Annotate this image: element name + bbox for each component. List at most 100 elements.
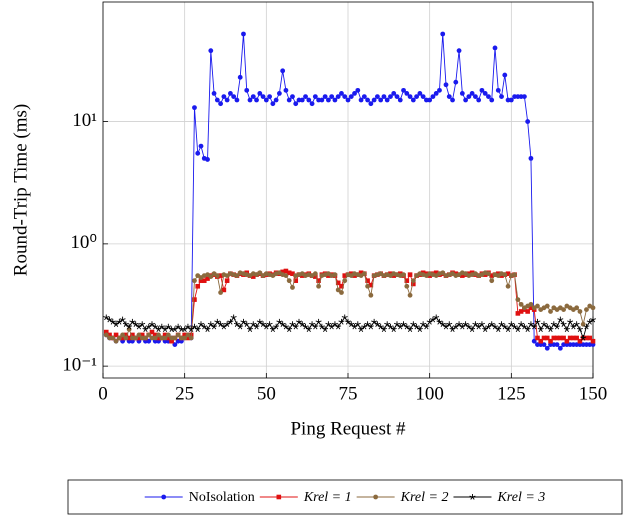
- legend-label: Krel = 1: [303, 490, 352, 505]
- marker: [299, 321, 306, 327]
- marker: [443, 82, 449, 88]
- marker: [339, 283, 344, 289]
- marker: [122, 321, 129, 327]
- legend-label: NoIsolation: [189, 490, 255, 505]
- marker: [590, 305, 596, 311]
- marker: [482, 90, 488, 96]
- plot-frame: [102, 1, 594, 379]
- marker: [188, 335, 194, 341]
- marker: [126, 326, 132, 332]
- marker: [564, 338, 570, 344]
- marker: [282, 323, 289, 330]
- marker: [521, 323, 528, 330]
- marker: [123, 332, 129, 338]
- marker: [152, 323, 159, 330]
- marker: [511, 323, 518, 330]
- marker: [316, 278, 321, 283]
- marker: [401, 272, 406, 278]
- marker: [312, 323, 319, 330]
- marker: [557, 345, 563, 351]
- marker: [250, 321, 257, 327]
- marker: [107, 332, 112, 338]
- marker: [241, 31, 246, 37]
- marker: [292, 323, 299, 330]
- marker: [322, 94, 328, 100]
- marker: [558, 335, 563, 341]
- marker: [201, 278, 207, 283]
- marker: [535, 335, 540, 341]
- marker: [302, 323, 309, 330]
- marker: [502, 72, 508, 78]
- marker: [554, 335, 560, 341]
- marker: [303, 94, 308, 100]
- marker: [218, 101, 224, 107]
- marker: [250, 94, 256, 100]
- marker: [211, 90, 217, 96]
- marker: [584, 307, 589, 313]
- marker: [290, 285, 295, 290]
- marker: [335, 287, 341, 293]
- marker: [126, 323, 133, 330]
- marker: [156, 332, 161, 338]
- marker: [217, 321, 224, 327]
- marker: [224, 97, 230, 103]
- marker: [208, 48, 214, 54]
- marker: [116, 335, 122, 341]
- marker: [214, 273, 220, 279]
- marker: [394, 94, 400, 100]
- marker: [374, 321, 381, 327]
- marker: [365, 283, 370, 289]
- marker: [277, 90, 282, 96]
- marker: [492, 45, 498, 51]
- marker: [580, 334, 587, 341]
- marker: [221, 287, 227, 293]
- marker: [365, 97, 370, 103]
- marker: [182, 335, 188, 341]
- marker: [205, 157, 210, 162]
- marker: [191, 323, 198, 330]
- marker: [335, 94, 341, 100]
- marker: [590, 338, 596, 344]
- marker: [257, 270, 263, 276]
- marker: [247, 97, 253, 103]
- marker: [548, 338, 553, 344]
- marker: [250, 274, 256, 279]
- marker: [528, 305, 534, 311]
- marker: [535, 303, 540, 309]
- x-tick-label: 125: [497, 383, 526, 404]
- marker: [462, 321, 469, 327]
- marker: [450, 97, 455, 103]
- marker: [367, 323, 374, 330]
- marker: [538, 338, 544, 344]
- marker: [466, 94, 472, 100]
- marker: [309, 321, 316, 327]
- marker: [502, 272, 508, 278]
- marker: [289, 321, 296, 327]
- marker: [446, 321, 453, 327]
- marker: [469, 326, 476, 333]
- marker: [133, 335, 139, 341]
- marker: [214, 97, 220, 103]
- marker: [446, 94, 452, 100]
- marker: [146, 332, 152, 338]
- marker: [156, 335, 161, 341]
- marker: [525, 309, 530, 314]
- marker: [577, 338, 583, 344]
- marker: [228, 90, 233, 96]
- marker: [165, 332, 171, 338]
- marker: [339, 290, 344, 295]
- marker: [192, 297, 197, 302]
- marker: [410, 97, 416, 103]
- marker: [463, 97, 468, 103]
- marker: [348, 94, 354, 100]
- y-tick-label: 10¹: [72, 110, 97, 131]
- marker: [339, 90, 344, 96]
- marker: [561, 307, 566, 313]
- marker: [273, 323, 280, 330]
- marker: [354, 321, 361, 327]
- marker: [573, 321, 580, 327]
- marker: [286, 326, 293, 333]
- marker: [381, 94, 387, 100]
- marker: [260, 94, 266, 100]
